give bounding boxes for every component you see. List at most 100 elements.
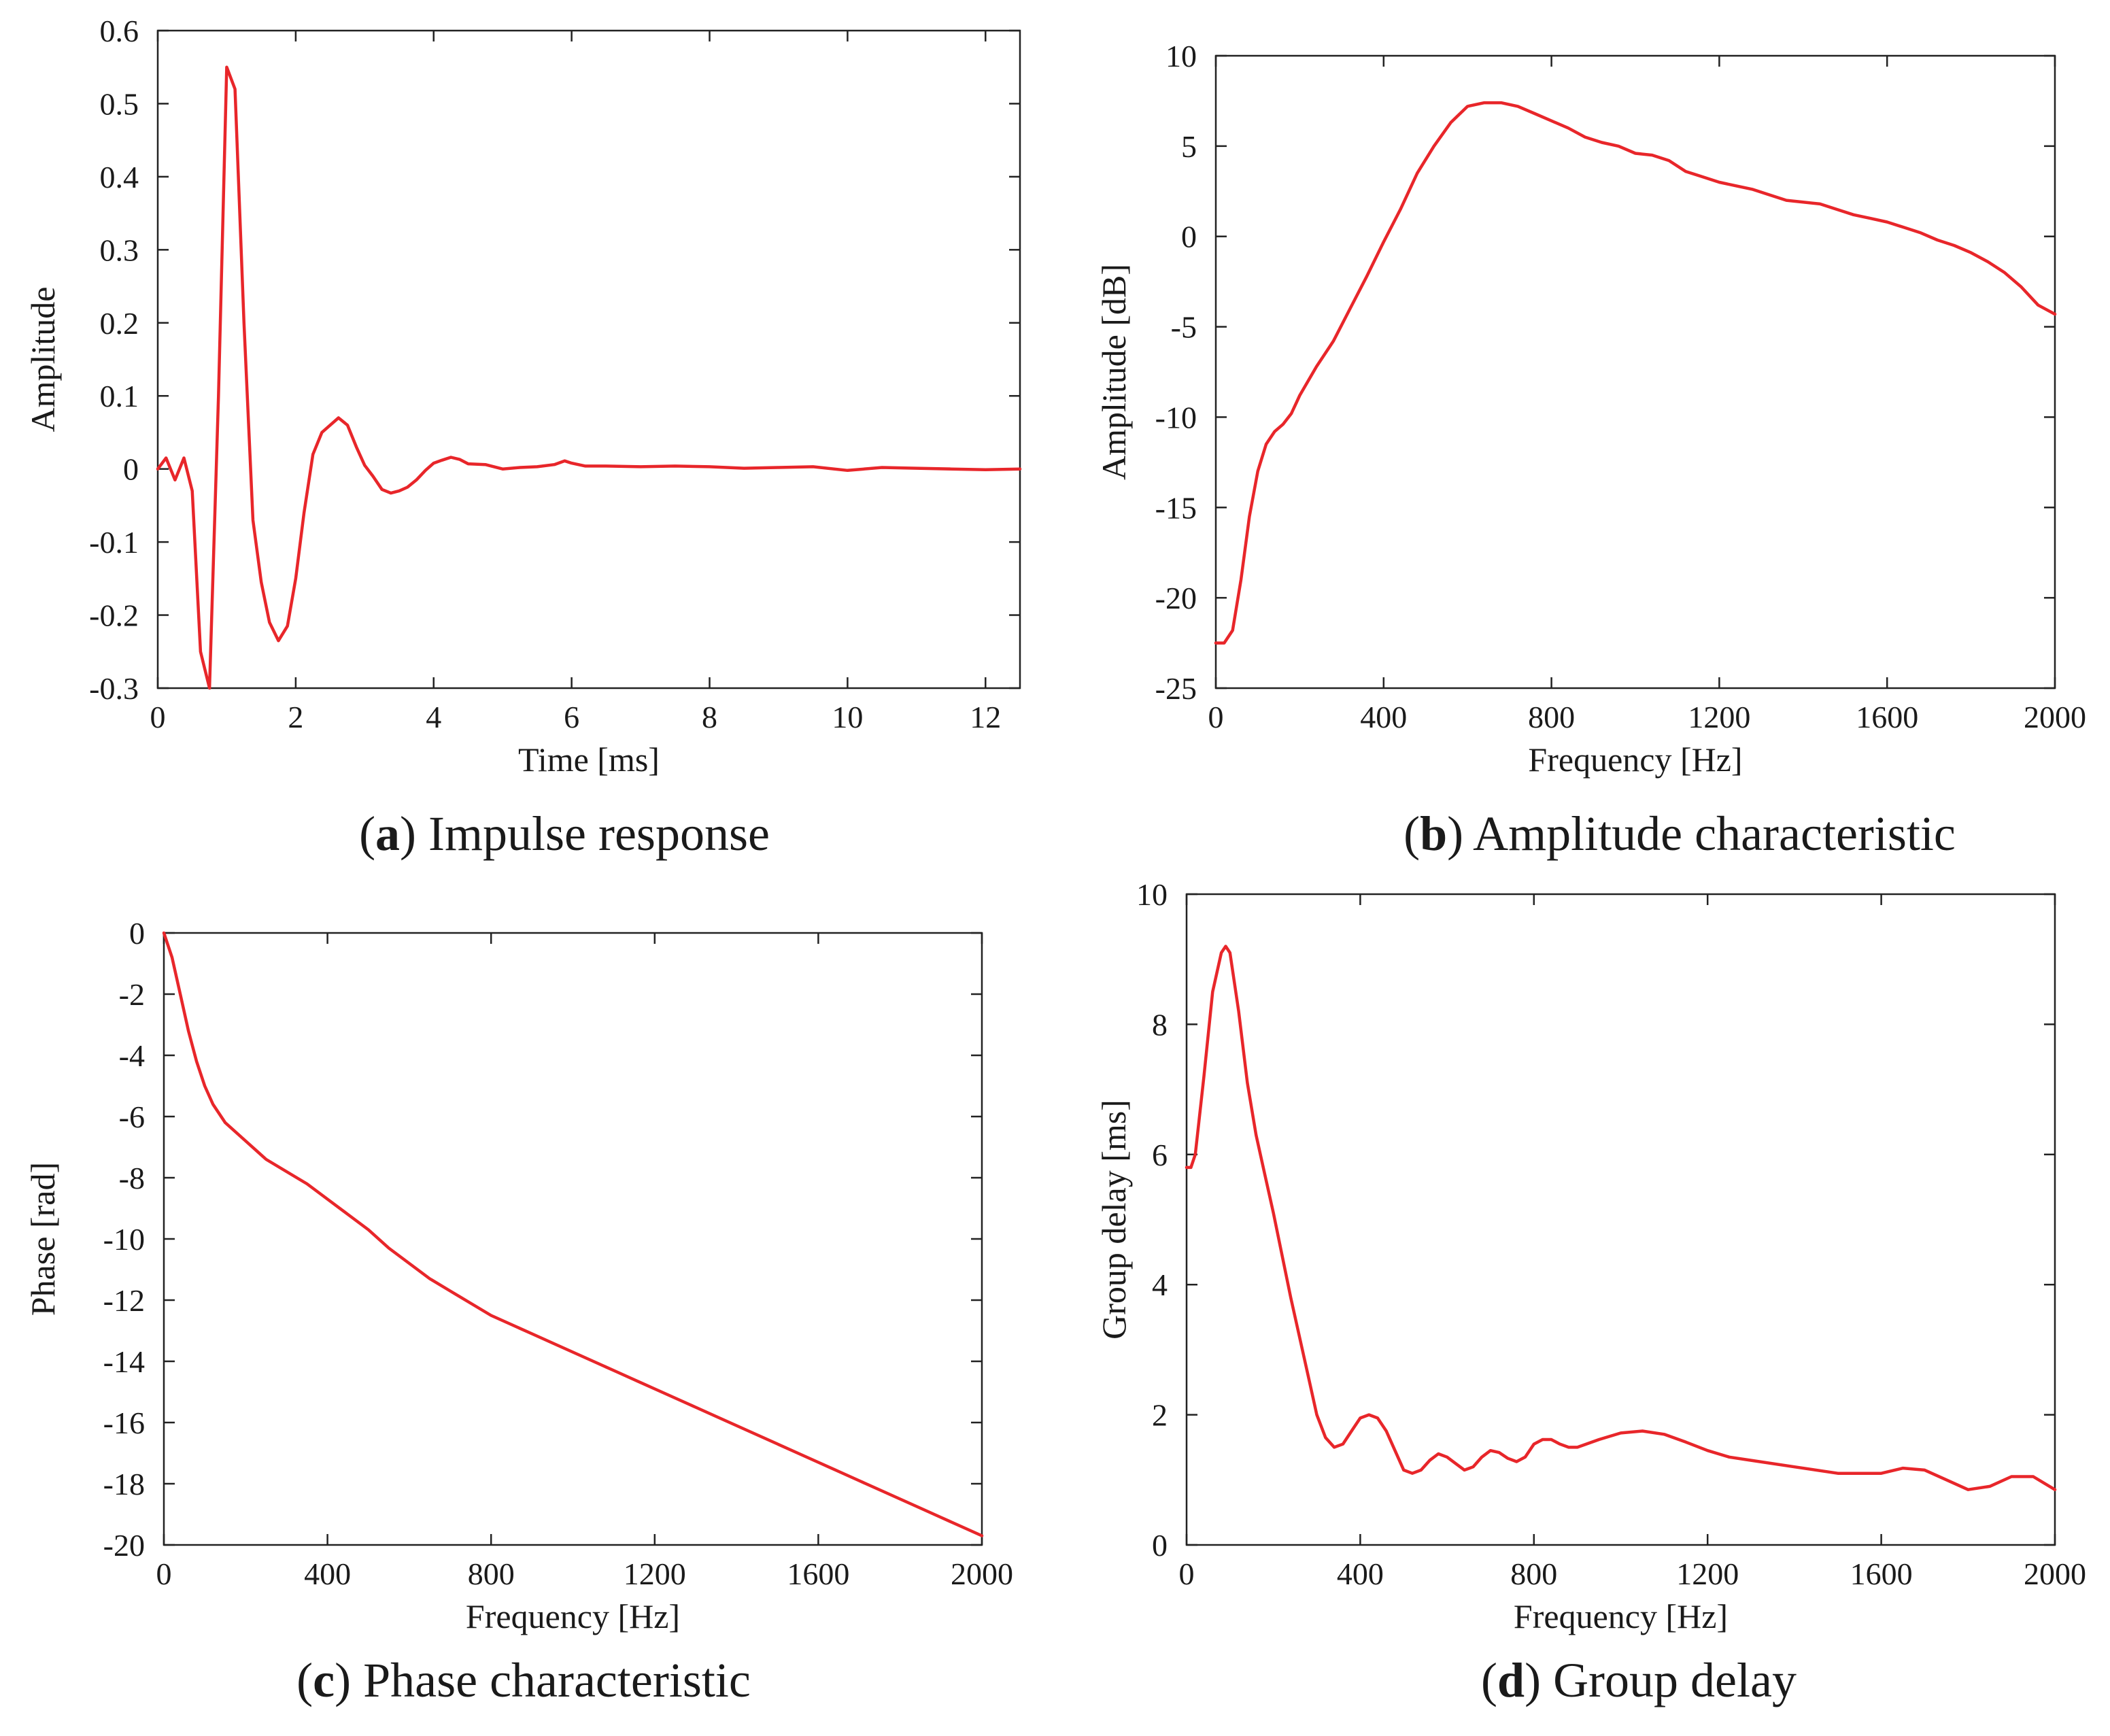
x-axis-label: Frequency [Hz] <box>466 1597 680 1635</box>
y-tick-label: -14 <box>103 1344 145 1379</box>
caption-paren-close: ) <box>1525 1653 1553 1707</box>
x-tick-label: 1200 <box>624 1556 686 1591</box>
y-tick-label: -4 <box>119 1038 145 1073</box>
caption-letter: b <box>1420 806 1447 861</box>
chart-caption-d: (d) Group delay <box>1481 1653 1797 1707</box>
y-tick-label: -12 <box>103 1283 145 1318</box>
caption-paren-open: ( <box>296 1653 313 1707</box>
y-tick-label: -15 <box>1155 490 1197 525</box>
y-tick-label: -0.1 <box>89 525 139 560</box>
plot-frame-b <box>1214 54 2056 690</box>
series-line-c <box>162 931 984 1537</box>
x-axis-label: Frequency [Hz] <box>1514 1597 1728 1635</box>
caption-paren-close: ) <box>335 1653 363 1707</box>
y-tick-label: 0.4 <box>100 160 139 194</box>
y-axis-label: Phase [rad] <box>24 1162 62 1316</box>
y-tick-label: 0.6 <box>100 14 139 48</box>
x-tick-label: 800 <box>1528 700 1575 734</box>
x-tick-label: 0 <box>1179 1556 1195 1591</box>
x-tick-label: 2000 <box>951 1556 1013 1591</box>
y-tick-label: -25 <box>1155 671 1197 706</box>
x-tick-label: 400 <box>304 1556 351 1591</box>
plot-frame-c <box>163 932 983 1546</box>
caption-letter: c <box>313 1653 335 1707</box>
caption-paren-close: ) <box>1447 806 1473 861</box>
y-tick-label: 8 <box>1152 1007 1168 1042</box>
y-tick-label: 0 <box>123 452 139 487</box>
y-tick-label: -10 <box>103 1222 145 1257</box>
y-tick-label: 6 <box>1152 1138 1168 1172</box>
x-tick-label: 1600 <box>1850 1556 1913 1591</box>
y-tick-label: -5 <box>1171 310 1197 345</box>
x-tick-label: 0 <box>150 700 166 734</box>
x-tick-label: 400 <box>1360 700 1407 734</box>
series-line-d <box>1185 944 2057 1491</box>
caption-paren-open: ( <box>359 806 375 861</box>
y-tick-label: 5 <box>1181 129 1197 164</box>
series-line-b <box>1214 101 2057 645</box>
chart-panel-b: 0 400 800 1200 1600 2000 -25 -20 -15 -10 -5 0 5 10 Fre… <box>1095 39 2086 861</box>
x-tick-label: 2000 <box>2024 700 2086 734</box>
y-tick-label: 4 <box>1152 1267 1168 1302</box>
y-tick-label: 0.3 <box>100 233 139 267</box>
caption-text: Impulse response <box>428 806 770 861</box>
y-tick-label: -2 <box>119 977 145 1012</box>
x-tick-label: 0 <box>156 1556 172 1591</box>
y-tick-label: 0 <box>129 916 145 951</box>
y-tick-label: -20 <box>103 1528 145 1563</box>
y-axis-label: Amplitude <box>24 287 62 432</box>
x-tick-label: 400 <box>1337 1556 1384 1591</box>
y-tick-label: 0.1 <box>100 379 139 413</box>
y-tick-label: 0 <box>1152 1528 1168 1563</box>
chart-caption-a: (a) Impulse response <box>359 806 770 861</box>
x-tick-label: 1200 <box>1676 1556 1739 1591</box>
y-tick-label: 0.5 <box>100 86 139 121</box>
y-axis-label: Group delay [ms] <box>1095 1100 1133 1340</box>
y-tick-label: 0 <box>1181 220 1197 254</box>
chart-caption-c: (c) Phase characteristic <box>296 1653 751 1707</box>
x-tick-label: 800 <box>1510 1556 1557 1591</box>
x-tick-label: 0 <box>1208 700 1224 734</box>
x-tick-label: 800 <box>468 1556 515 1591</box>
x-axis-label: Frequency [Hz] <box>1528 741 1742 779</box>
y-tick-label: 2 <box>1152 1398 1168 1433</box>
caption-paren-open: ( <box>1481 1653 1497 1707</box>
y-tick-label: -0.2 <box>89 598 139 633</box>
y-tick-label: 10 <box>1165 39 1197 73</box>
caption-paren-close: ) <box>400 806 428 861</box>
x-tick-label: 6 <box>564 700 579 734</box>
y-tick-label: -10 <box>1155 400 1197 435</box>
y-tick-label: -6 <box>119 1100 145 1134</box>
y-tick-label: 0.2 <box>100 306 139 341</box>
caption-text: Amplitude characteristic <box>1473 806 1956 861</box>
x-tick-label: 8 <box>702 700 717 734</box>
y-tick-label: -16 <box>103 1406 145 1440</box>
y-axis-label: Amplitude [dB] <box>1095 264 1133 480</box>
caption-text: Group delay <box>1553 1653 1797 1707</box>
caption-letter: a <box>375 806 400 861</box>
caption-text: Phase characteristic <box>363 1653 751 1707</box>
x-tick-label: 1600 <box>1856 700 1918 734</box>
x-tick-label: 1200 <box>1688 700 1750 734</box>
series-line-a <box>156 65 1022 690</box>
y-tick-label: -20 <box>1155 581 1197 615</box>
x-tick-label: 2000 <box>2024 1556 2086 1591</box>
caption-letter: d <box>1497 1653 1525 1707</box>
y-tick-label: -8 <box>119 1161 145 1195</box>
x-tick-label: 1600 <box>787 1556 849 1591</box>
y-tick-label: -18 <box>103 1467 145 1501</box>
plot-frame-d <box>1185 893 2056 1546</box>
chart-panel-a: 0 2 4 6 8 10 12 -0.3 -0.2 -0.1 0 0.1 0.2 0.3 0.4 0.5 0.6… <box>24 14 1022 861</box>
x-tick-label: 2 <box>288 700 303 734</box>
x-axis-label: Time [ms] <box>518 741 660 779</box>
y-tick-label: -0.3 <box>89 671 139 706</box>
x-tick-label: 4 <box>426 700 441 734</box>
caption-paren-open: ( <box>1403 806 1420 861</box>
chart-panel-c: 0 400 800 1200 1600 2000-20-18-16-14-12-10-8-… <box>24 916 1013 1707</box>
chart-panel-d: 0 400 800 1200 1600 2000 0 2 4 6 8 10 Frequency [Hz]… <box>1095 877 2086 1707</box>
x-tick-label: 10 <box>832 700 863 734</box>
chart-caption-b: (b) Amplitude characteristic <box>1403 806 1956 861</box>
x-tick-label: 12 <box>970 700 1001 734</box>
plot-frame-a <box>156 29 1021 690</box>
